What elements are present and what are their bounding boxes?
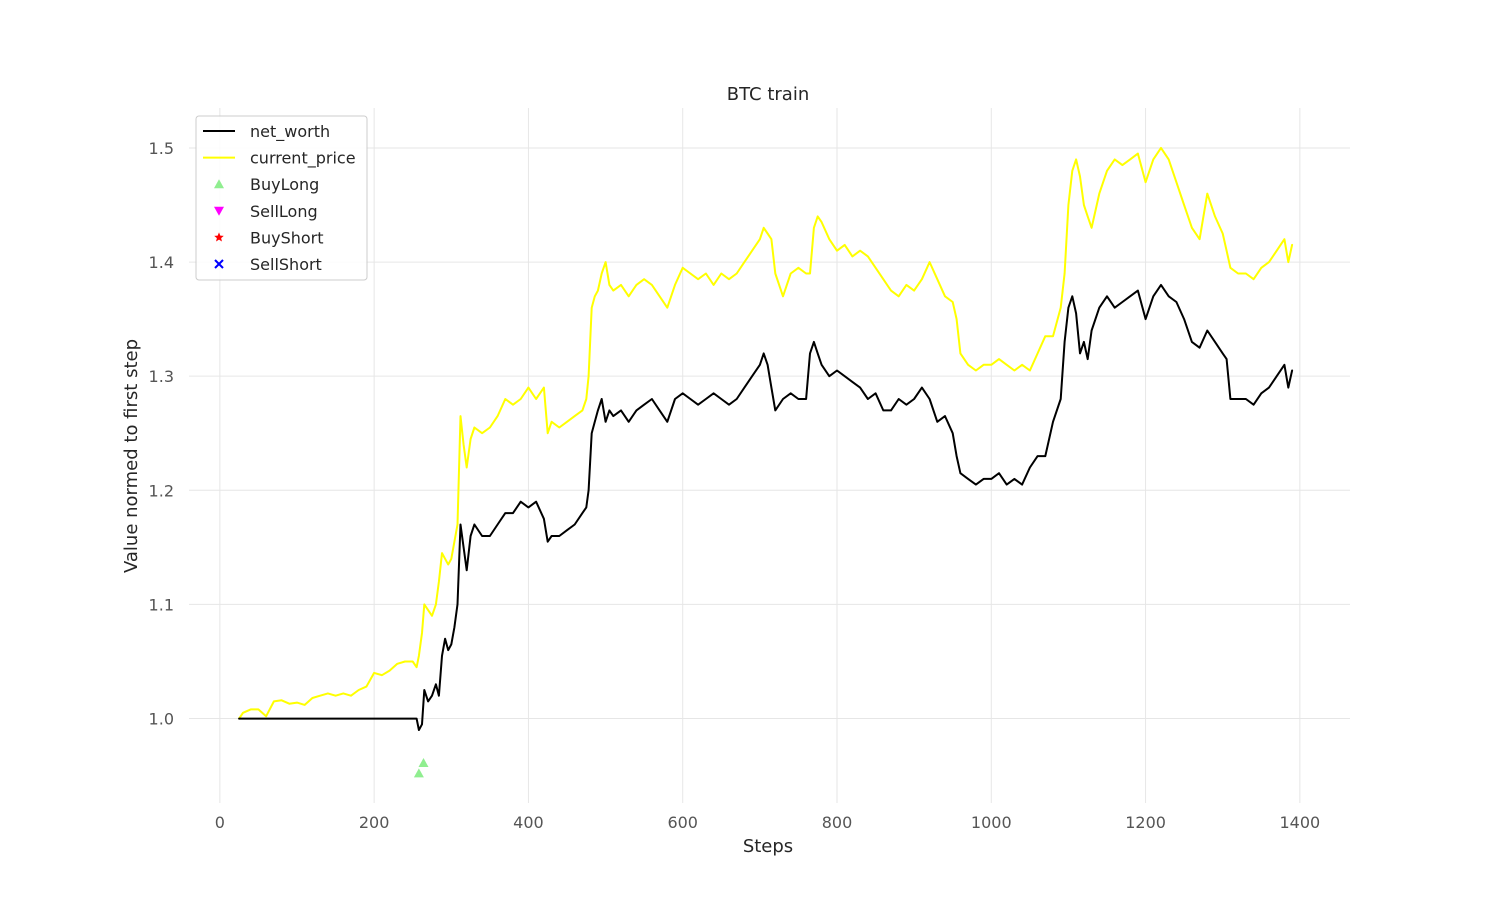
marker-buylong [418,758,429,768]
chart-title: BTC train [727,84,809,105]
x-tick-label: 1400 [1279,813,1320,832]
series-layer [238,146,1294,731]
y-tick-label: 1.3 [149,367,174,386]
y-axis-label: Value normed to first step [121,339,142,573]
legend-label: net_worth [250,122,330,142]
y-tick-label: 1.2 [149,481,174,500]
y-axis-ticks: 1.0 1.1 1.2 1.3 1.4 1.5 [149,139,174,729]
legend: net_worth current_price BuyLong SellLong Buy… [195,115,368,281]
y-tick-label: 1.0 [149,710,174,729]
series-line-current-price [238,146,1294,720]
x-tick-label: 1000 [971,813,1012,832]
grid-lines [189,108,1350,803]
x-tick-label: 400 [513,813,544,832]
x-tick-label: 1200 [1125,813,1166,832]
y-tick-label: 1.4 [149,253,174,272]
legend-swatch-selllong [214,206,224,216]
legend-label: SellShort [250,255,322,274]
legend-label: BuyShort [250,228,324,247]
x-tick-label: 0 [215,813,225,832]
marker-layer [413,758,429,778]
y-tick-label: 1.5 [149,139,174,158]
legend-swatch-sellshort [214,259,224,269]
x-axis-ticks: 0 200 400 600 800 1000 1200 1400 [215,813,1320,832]
x-axis-label: Steps [743,836,793,857]
legend-swatch-buyshort [214,232,224,242]
legend-label: BuyLong [250,175,319,194]
legend-box [195,115,368,281]
x-tick-label: 800 [822,813,853,832]
y-tick-label: 1.1 [149,595,174,614]
legend-swatch-buylong [214,179,224,189]
series-line-net-worth [238,283,1294,731]
marker-buylong [413,768,424,778]
x-tick-label: 600 [667,813,698,832]
legend-label: current_price [250,149,356,169]
legend-label: SellLong [250,202,318,221]
x-tick-label: 200 [359,813,390,832]
